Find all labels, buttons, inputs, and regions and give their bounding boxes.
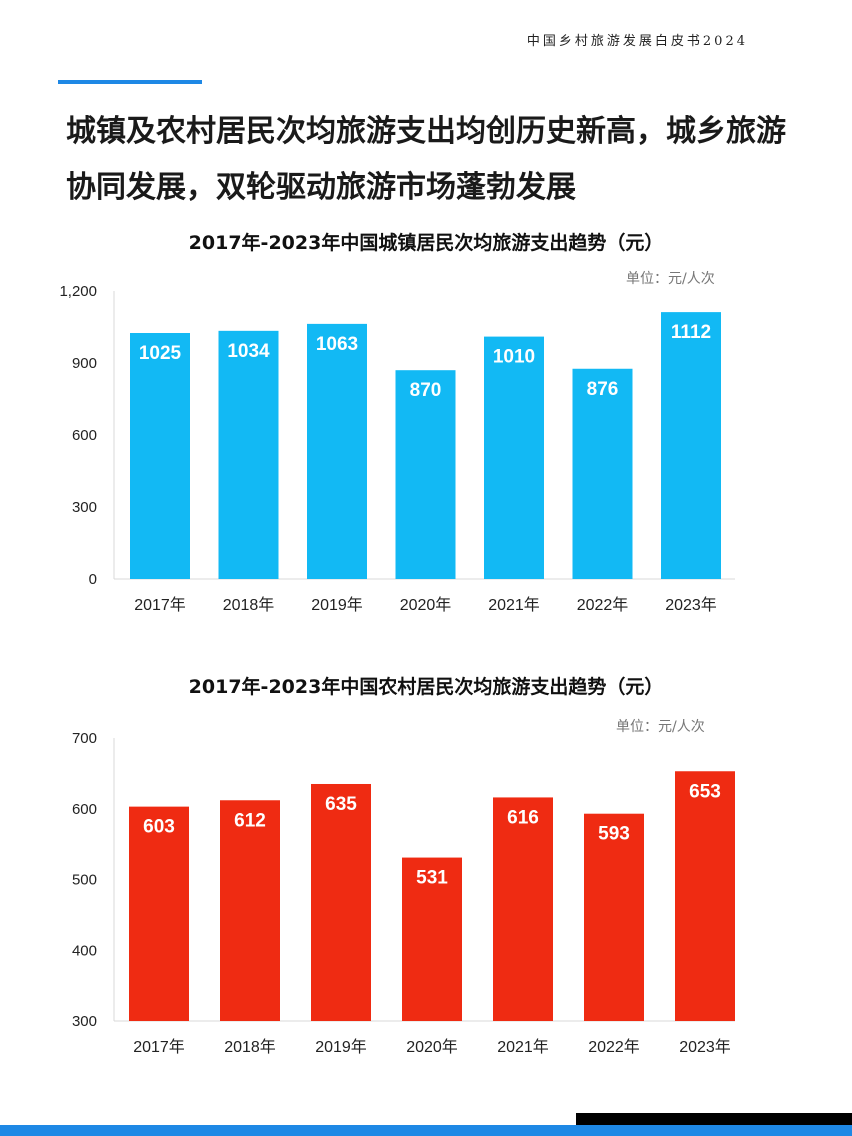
urban-bar (130, 333, 190, 579)
y-tick-label: 1,200 (59, 283, 97, 300)
unit-label-urban: 单位：元/人次 (626, 271, 715, 287)
x-tick-label: 2023年 (665, 596, 717, 614)
x-tick-label: 2020年 (400, 596, 452, 614)
data-label: 531 (416, 868, 448, 889)
rural-bar (493, 797, 553, 1021)
x-tick-label: 2018年 (224, 1038, 276, 1056)
x-tick-label: 2023年 (679, 1038, 731, 1056)
y-tick-label: 700 (72, 730, 97, 747)
y-tick-label: 300 (72, 499, 97, 516)
data-label: 1010 (493, 347, 535, 368)
accent-line (58, 80, 202, 84)
urban-bar (661, 312, 721, 579)
data-label: 870 (410, 380, 442, 401)
y-tick-label: 0 (89, 571, 97, 588)
y-tick-label: 600 (72, 427, 97, 444)
unit-label-rural: 单位：元/人次 (616, 719, 705, 735)
rural-bar-chart: 300 400 500 600 700 603 2017年 612 2018年 635 2019年 5… (72, 730, 735, 1056)
y-tick-label: 500 (72, 872, 97, 889)
urban-bar (572, 368, 633, 579)
rural-bar (675, 771, 735, 1021)
footer-black-bar (576, 1113, 852, 1125)
data-label: 876 (587, 379, 619, 400)
data-label: 1063 (316, 334, 358, 355)
urban-bar (218, 330, 279, 579)
x-tick-label: 2017年 (133, 1038, 185, 1056)
x-tick-label: 2020年 (406, 1038, 458, 1056)
footer-blue-bar (0, 1125, 852, 1136)
chart-title-rural: 2017年-2023年中国农村居民次均旅游支出趋势（元） (188, 676, 664, 698)
urban-bar (395, 370, 456, 579)
urban-bar (307, 323, 367, 579)
rural-bar (402, 857, 462, 1021)
x-tick-label: 2022年 (588, 1038, 640, 1056)
chart-title-urban: 2017年-2023年中国城镇居民次均旅游支出趋势（元） (188, 232, 664, 254)
data-label: 1034 (227, 341, 270, 362)
data-label: 653 (689, 781, 721, 802)
x-tick-label: 2021年 (488, 596, 540, 614)
x-tick-label: 2019年 (311, 596, 363, 614)
x-tick-label: 2017年 (134, 596, 186, 614)
y-tick-label: 300 (72, 1013, 97, 1030)
rural-bar (584, 813, 644, 1021)
page-headline: 城镇及农村居民次均旅游支出均创历史新高，城乡旅游协同发展，双轮驱动旅游市场蓬勃发… (66, 114, 786, 205)
x-tick-label: 2019年 (315, 1038, 367, 1056)
urban-bar (484, 336, 544, 579)
report-title: 中国乡村旅游发展白皮书2024 (526, 34, 748, 49)
x-tick-label: 2021年 (497, 1038, 549, 1056)
y-tick-label: 400 (72, 942, 97, 959)
data-label: 1025 (139, 343, 182, 364)
x-tick-label: 2022年 (577, 596, 629, 614)
data-label: 616 (507, 807, 539, 828)
urban-bar-chart: 0 300 600 900 1,200 1025 2017年 1034 2018年 1063 201… (59, 283, 735, 614)
rural-bar (129, 806, 189, 1021)
y-tick-label: 900 (72, 355, 97, 372)
rural-bar (220, 800, 280, 1021)
rural-bar (311, 783, 371, 1021)
data-label: 612 (234, 810, 266, 831)
data-label: 593 (598, 824, 630, 845)
data-label: 635 (325, 794, 357, 815)
data-label: 603 (143, 817, 175, 838)
y-tick-label: 600 (72, 801, 97, 818)
data-label: 1112 (671, 322, 711, 343)
x-tick-label: 2018年 (223, 596, 275, 614)
